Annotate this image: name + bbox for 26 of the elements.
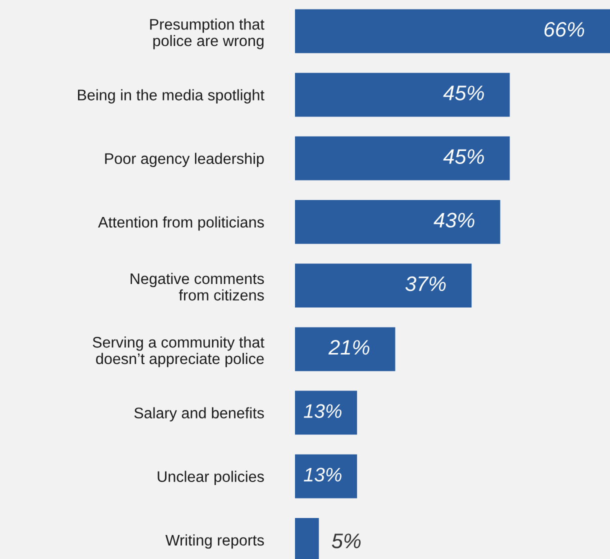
bar xyxy=(295,9,610,54)
bar xyxy=(295,454,358,498)
y-tick-label: Presumption that police are wrong xyxy=(150,18,264,50)
y-tick-label: Unclear policies xyxy=(158,470,264,486)
data-label: 43% xyxy=(434,212,474,228)
y-tick-label: Attention from politicians xyxy=(98,216,264,231)
data-label: 37% xyxy=(405,276,446,292)
y-tick-label: Poor agency leadership xyxy=(105,152,264,168)
bar xyxy=(295,72,510,117)
y-tick-label: Serving a community that doesn’t appreciate police xyxy=(92,336,264,368)
bar xyxy=(295,136,510,180)
y-tick-label: Being in the media spotlight xyxy=(78,89,264,104)
bar xyxy=(295,264,472,308)
bar xyxy=(295,327,396,372)
data-label: 13% xyxy=(304,404,342,418)
bar xyxy=(295,390,358,435)
data-label: 45% xyxy=(443,149,484,164)
bar xyxy=(295,200,500,244)
data-label: 13% xyxy=(304,468,342,482)
y-tick-label: Salary and benefits xyxy=(134,407,264,422)
data-label: 21% xyxy=(328,340,370,355)
data-label: 5% xyxy=(332,534,361,548)
data-label: 45% xyxy=(443,86,484,100)
data-label: 66% xyxy=(544,22,584,37)
y-tick-label: Writing reports xyxy=(165,534,264,549)
y-tick-label: Negative comments from citizens xyxy=(130,272,264,301)
